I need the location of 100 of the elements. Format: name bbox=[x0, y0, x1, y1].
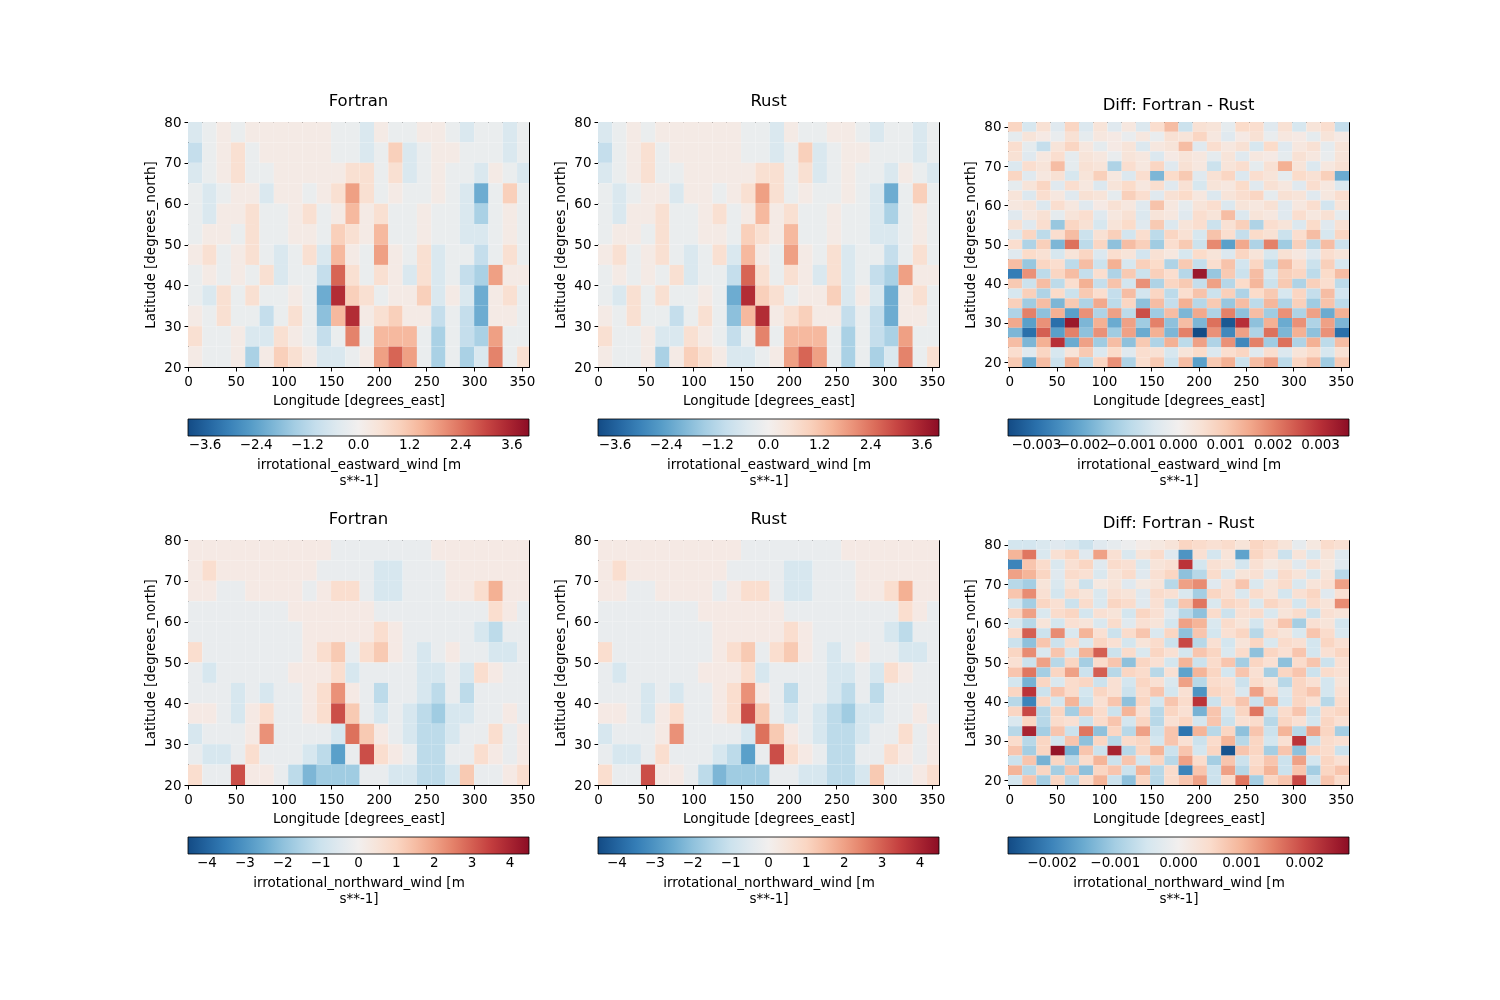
x-tick-label: 250 bbox=[824, 790, 850, 807]
color-bar-label: 1 bbox=[392, 854, 401, 870]
x-tick-label: 350 bbox=[919, 372, 946, 389]
y-tick-label: 30 bbox=[574, 735, 592, 752]
color-bar-label: 2 bbox=[429, 854, 439, 870]
y-axis-title: Latitude [degrees_north] bbox=[552, 579, 569, 747]
color-bar-label: 0.002 bbox=[1285, 854, 1325, 870]
color-bar-label: −3 bbox=[644, 854, 665, 870]
color-bar-label: 3.6 bbox=[911, 436, 933, 452]
chart-title: Fortran bbox=[328, 508, 389, 528]
y-tick-label: 80 bbox=[164, 531, 182, 548]
y-tick-label: 60 bbox=[574, 195, 592, 212]
color-bar-label: −3.6 bbox=[188, 436, 222, 452]
y-tick-label: 50 bbox=[164, 654, 182, 670]
y-tick-label: 30 bbox=[164, 735, 182, 752]
color-bar-label: −1.2 bbox=[290, 436, 324, 452]
x-tick-label: 250 bbox=[414, 372, 440, 389]
color-bar-title: irrotational_northward_wind [m s**-1] bbox=[253, 874, 465, 906]
color-bar-label: 0.000 bbox=[1159, 436, 1198, 452]
chart-title: Rust bbox=[750, 508, 788, 528]
y-tick-label: 40 bbox=[574, 276, 592, 293]
y-tick-label: 60 bbox=[164, 195, 182, 212]
color-bar-title: irrotational_eastward_wind [m s**-1] bbox=[1076, 456, 1282, 488]
y-tick-label: 20 bbox=[984, 353, 1002, 370]
y-tick-label: 50 bbox=[574, 654, 592, 670]
y-tick-label: 70 bbox=[984, 157, 1002, 174]
color-bar-label: 0 bbox=[354, 854, 363, 870]
x-tick-label: 250 bbox=[414, 790, 440, 807]
x-axis-title: Longitude [degrees_east] bbox=[683, 392, 855, 408]
color-bar-label: 2.4 bbox=[860, 436, 882, 452]
y-tick-label: 80 bbox=[984, 536, 1002, 553]
y-tick-label: 70 bbox=[574, 572, 592, 589]
color-bar-label: −0.001 bbox=[1090, 854, 1141, 870]
chart-title: Diff: Fortran - Rust bbox=[1102, 513, 1255, 533]
x-tick-label: 250 bbox=[1233, 372, 1260, 389]
x-axis-title: Longitude [degrees_east] bbox=[273, 810, 445, 826]
x-tick-label: 0 bbox=[1005, 372, 1014, 389]
chart-title: Fortran bbox=[328, 90, 389, 110]
x-tick-label: 350 bbox=[509, 372, 536, 389]
x-tick-label: 150 bbox=[1138, 372, 1165, 389]
x-tick-label: 350 bbox=[1328, 790, 1355, 807]
y-tick-label: 80 bbox=[984, 118, 1002, 135]
y-axis-title: Latitude [degrees_north] bbox=[142, 161, 159, 329]
y-axis-title: Latitude [degrees_north] bbox=[962, 579, 979, 747]
color-bar-label: 3 bbox=[877, 854, 887, 870]
x-tick-label: 300 bbox=[461, 790, 488, 807]
color-bar-label: 3.6 bbox=[501, 436, 523, 452]
y-tick-label: 20 bbox=[574, 358, 592, 375]
x-tick-label: 100 bbox=[680, 790, 707, 807]
color-bar-title: irrotational_eastward_wind [m s**-1] bbox=[666, 456, 872, 488]
x-tick-label: 100 bbox=[1091, 372, 1118, 389]
x-tick-label: 50 bbox=[637, 372, 655, 389]
color-bar-label: 1 bbox=[802, 854, 811, 870]
x-tick-label: 250 bbox=[824, 372, 850, 389]
y-tick-label: 20 bbox=[164, 358, 182, 375]
color-bar-label: −3.6 bbox=[598, 436, 632, 452]
x-tick-label: 50 bbox=[1048, 372, 1066, 389]
color-bar-label: −4 bbox=[606, 854, 627, 870]
color-bar-label: 1.2 bbox=[398, 436, 421, 452]
y-tick-label: 20 bbox=[574, 776, 592, 793]
x-tick-label: 150 bbox=[318, 790, 345, 807]
x-axis-title: Longitude [degrees_east] bbox=[1093, 392, 1265, 408]
x-tick-label: 300 bbox=[461, 372, 488, 389]
y-tick-label: 50 bbox=[984, 654, 1002, 670]
color-bar-label: −0.003 bbox=[1011, 436, 1062, 452]
y-tick-label: 30 bbox=[164, 317, 182, 334]
color-bar-label: 0.003 bbox=[1301, 436, 1340, 452]
color-bar-label: −1 bbox=[720, 854, 741, 870]
y-tick-label: 60 bbox=[164, 613, 182, 630]
x-tick-label: 250 bbox=[1233, 790, 1260, 807]
y-tick-label: 70 bbox=[984, 575, 1002, 592]
color-bar-label: −2 bbox=[682, 854, 703, 870]
x-tick-label: 100 bbox=[680, 372, 707, 389]
x-tick-label: 50 bbox=[1048, 790, 1066, 807]
y-tick-label: 70 bbox=[574, 154, 592, 171]
y-tick-label: 70 bbox=[164, 572, 182, 589]
x-tick-label: 100 bbox=[270, 790, 297, 807]
y-tick-label: 40 bbox=[984, 275, 1002, 292]
x-tick-label: 300 bbox=[1280, 372, 1307, 389]
y-tick-label: 40 bbox=[164, 694, 182, 711]
color-bar-label: −4 bbox=[196, 854, 217, 870]
color-bar-label: 0.0 bbox=[757, 436, 780, 452]
x-tick-label: 0 bbox=[1005, 790, 1014, 807]
color-bar-label: 2.4 bbox=[450, 436, 472, 452]
x-tick-label: 150 bbox=[318, 372, 345, 389]
y-axis-title: Latitude [degrees_north] bbox=[142, 579, 159, 747]
color-bar-label: −2 bbox=[272, 854, 293, 870]
y-tick-label: 70 bbox=[164, 154, 182, 171]
y-tick-label: 60 bbox=[984, 196, 1002, 213]
y-tick-label: 50 bbox=[164, 236, 182, 252]
x-tick-label: 150 bbox=[1138, 790, 1165, 807]
y-tick-label: 20 bbox=[984, 771, 1002, 788]
color-bar-label: −1 bbox=[310, 854, 331, 870]
color-bar-title: irrotational_northward_wind [m s**-1] bbox=[1073, 874, 1285, 906]
x-tick-label: 200 bbox=[1186, 790, 1213, 807]
x-tick-label: 0 bbox=[594, 790, 603, 807]
y-tick-label: 30 bbox=[984, 314, 1002, 331]
x-tick-label: 150 bbox=[728, 372, 755, 389]
y-axis-title: Latitude [degrees_north] bbox=[552, 161, 569, 329]
y-tick-label: 50 bbox=[984, 236, 1002, 252]
